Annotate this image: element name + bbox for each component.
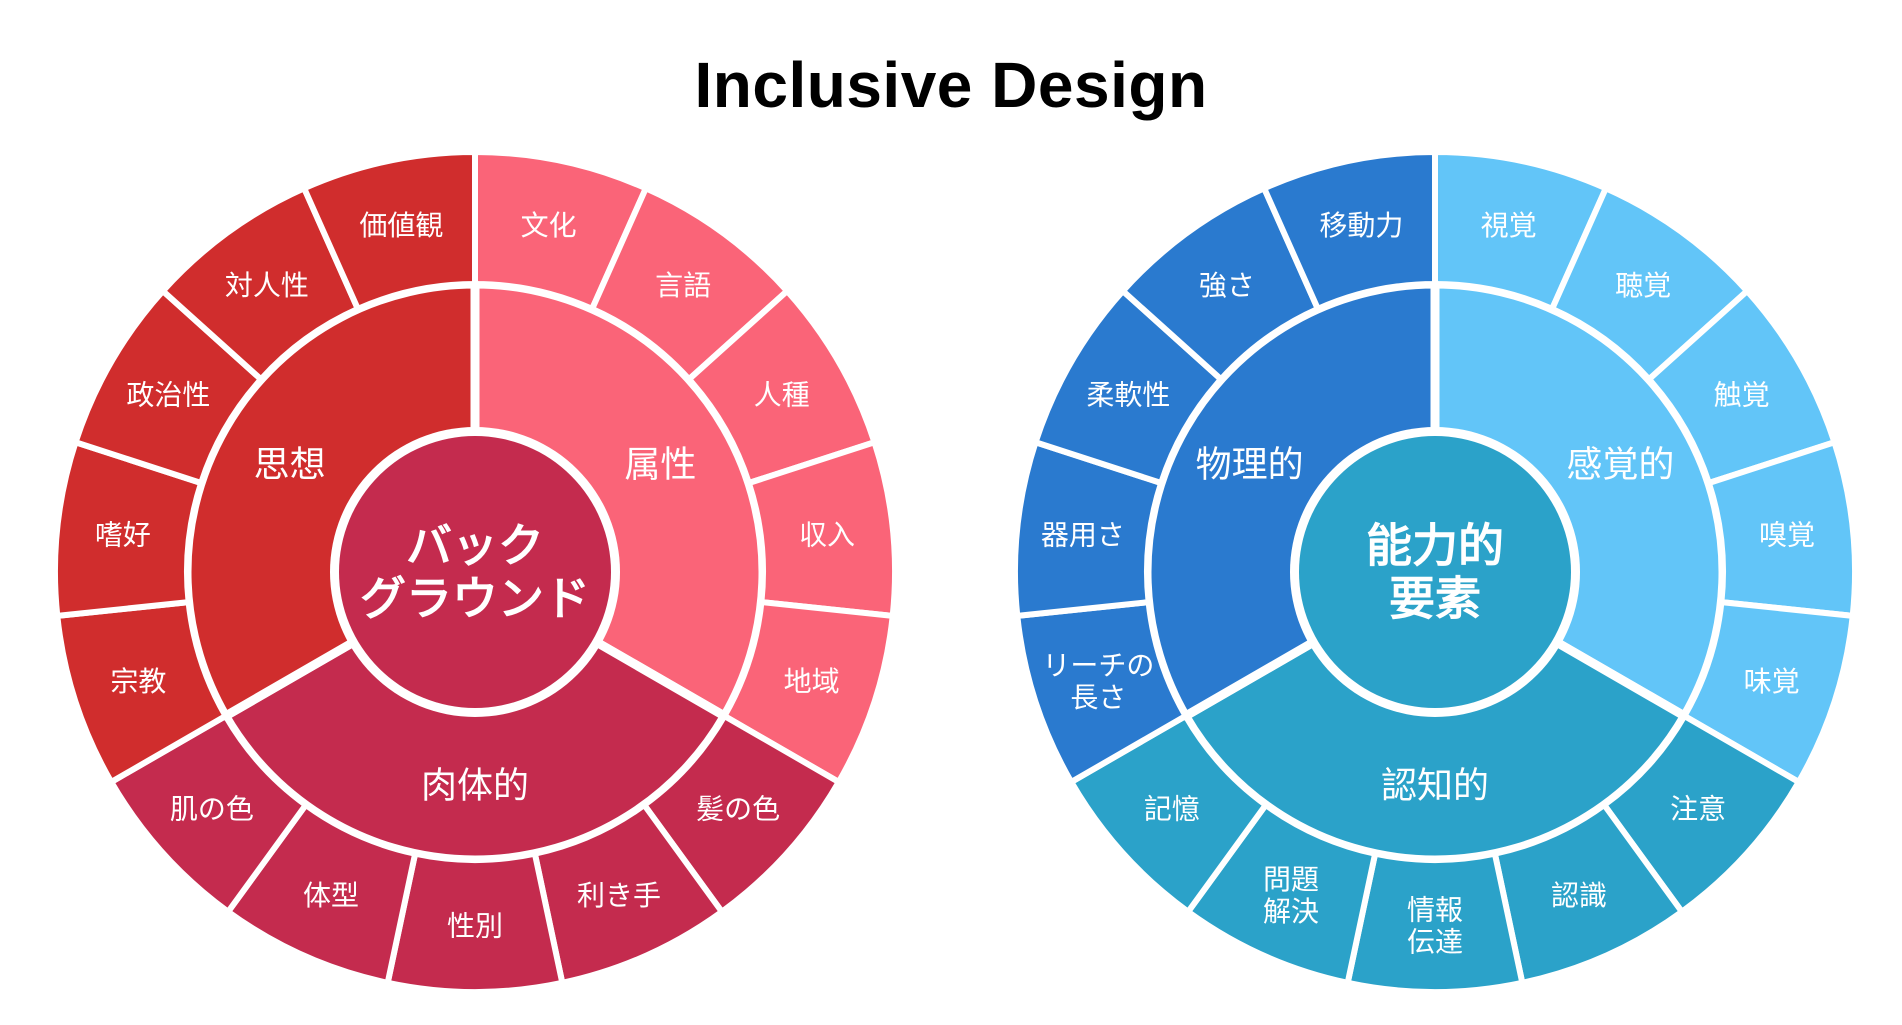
group-label: 肉体的 — [421, 766, 529, 807]
item-label: 器用さ — [1041, 518, 1125, 551]
item-label: リーチの — [1042, 649, 1154, 682]
item-label: 肌の色 — [170, 792, 254, 825]
group-label: 感覚的 — [1566, 445, 1674, 486]
item-label: 地域 — [784, 665, 840, 698]
item-label: 長さ — [1070, 681, 1126, 714]
item-label: 収入 — [799, 518, 855, 551]
page-title: Inclusive Design — [694, 49, 1208, 121]
item-label: 伝達 — [1407, 926, 1463, 959]
center-label: 要素 — [1389, 571, 1481, 625]
center-circle — [339, 436, 611, 708]
item-segment — [301, 149, 478, 312]
center-label: グラウンド — [360, 571, 590, 625]
item-label: 言語 — [655, 269, 711, 302]
item-label: 味覚 — [1744, 665, 1800, 698]
item-segment — [1261, 149, 1438, 312]
item-label: 強さ — [1199, 269, 1255, 302]
group-label: 認知的 — [1381, 766, 1489, 807]
item-label: 視覚 — [1481, 209, 1537, 242]
item-label: 情報 — [1407, 893, 1463, 926]
item-label: 解決 — [1263, 895, 1319, 928]
item-label: 利き手 — [577, 879, 661, 912]
group-label: 思想 — [254, 445, 326, 486]
item-label: 対人性 — [225, 269, 309, 302]
item-label: 性別 — [447, 910, 503, 943]
item-label: 聴覚 — [1615, 269, 1671, 302]
center-label: 能力的 — [1366, 519, 1504, 573]
item-label: 嗅覚 — [1759, 518, 1815, 551]
item-label: 移動力 — [1319, 209, 1403, 242]
center-label: バック — [406, 519, 544, 573]
group-label: 属性 — [624, 445, 696, 486]
item-label: 注意 — [1670, 792, 1726, 825]
center-circle — [1299, 436, 1571, 708]
item-label: 価値観 — [359, 209, 443, 242]
item-label: 髪の色 — [696, 792, 780, 825]
item-label: 宗教 — [110, 665, 166, 698]
item-label: 人種 — [754, 379, 810, 412]
item-label: 嗜好 — [95, 518, 151, 551]
item-label: 政治性 — [126, 379, 210, 412]
item-label: 柔軟性 — [1086, 379, 1170, 412]
item-label: 文化 — [521, 209, 577, 242]
item-label: 問題 — [1263, 863, 1319, 896]
item-label: 触覚 — [1714, 379, 1770, 412]
item-label: 記憶 — [1144, 792, 1200, 825]
group-label: 物理的 — [1196, 445, 1304, 486]
item-label: 認識 — [1551, 879, 1607, 912]
item-label: 体型 — [303, 879, 359, 912]
